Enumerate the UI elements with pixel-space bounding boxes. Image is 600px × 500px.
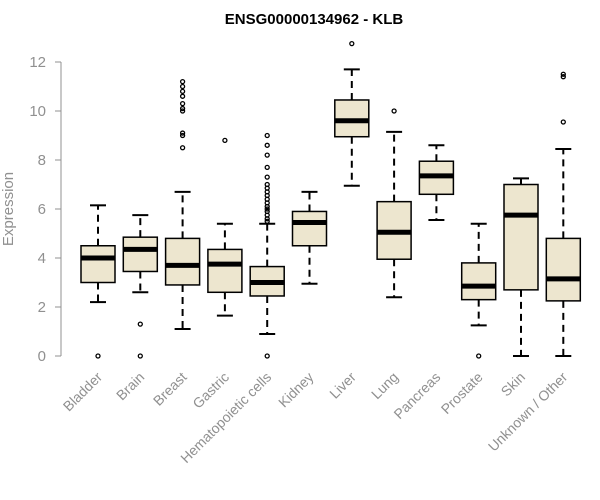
outlier-point <box>264 164 270 171</box>
iqr-box <box>460 262 497 301</box>
iqr-box <box>291 210 328 247</box>
outlier-point <box>560 71 566 77</box>
iqr-box <box>80 245 116 284</box>
y-tick-label: 0 <box>38 348 46 365</box>
outlier-point <box>179 108 186 114</box>
outlier-point <box>264 218 270 224</box>
y-tick-label: 12 <box>29 54 46 71</box>
chart-title: ENSG00000134962 - KLB <box>225 11 404 28</box>
x-category-label: Liver <box>326 369 359 402</box>
outlier-point <box>137 321 143 327</box>
outlier-point <box>476 353 482 359</box>
iqr-box <box>122 236 159 273</box>
box-group <box>418 144 455 222</box>
box-group <box>545 71 582 357</box>
x-category-label: Brain <box>113 369 147 403</box>
outlier-point <box>264 174 270 180</box>
outlier-point <box>264 206 270 212</box>
y-axis: 0 2 4 6 8 10 12 <box>29 54 62 365</box>
outlier-point <box>264 353 270 359</box>
x-category-label: Bladder <box>60 369 106 415</box>
outlier-point <box>179 130 186 136</box>
x-category-label: Skin <box>498 369 529 400</box>
box-group <box>503 177 539 357</box>
y-tick-label: 2 <box>38 299 46 316</box>
outlier-point <box>179 145 186 151</box>
x-category-label: Unknown / Other <box>485 369 571 455</box>
x-category-label: Lung <box>368 369 401 402</box>
outlier-point <box>137 353 143 359</box>
box-group <box>334 40 370 187</box>
outlier-point <box>179 101 186 107</box>
outlier-point <box>179 88 186 95</box>
y-tick-label: 6 <box>38 201 46 218</box>
outlier-point <box>179 93 186 99</box>
plot-area <box>80 40 582 359</box>
y-axis-label: Expression <box>0 172 17 246</box>
iqr-box <box>545 237 582 302</box>
outlier-point <box>264 181 270 188</box>
outlier-point <box>179 78 186 85</box>
box-group <box>460 222 497 359</box>
outlier-point <box>179 105 186 112</box>
outlier-point <box>264 208 270 215</box>
box-group <box>291 190 328 285</box>
x-category-label: Breast <box>150 369 190 409</box>
box-group <box>122 214 159 359</box>
box-group <box>249 132 285 359</box>
x-category-label: Prostate <box>438 369 486 417</box>
outlier-point <box>560 119 566 125</box>
outlier-point <box>391 108 397 114</box>
outlier-point <box>560 74 566 80</box>
iqr-box <box>207 248 243 294</box>
outlier-point <box>349 40 355 47</box>
x-category-label: Pancreas <box>390 369 443 422</box>
outlier-point <box>264 132 270 139</box>
y-tick-label: 8 <box>38 152 46 169</box>
outlier-point <box>179 83 186 90</box>
iqr-box <box>164 237 201 286</box>
box-group <box>376 108 412 299</box>
x-category-label: Kidney <box>275 369 317 411</box>
box-group <box>207 137 243 317</box>
outlier-point <box>179 132 186 139</box>
y-tick-label: 10 <box>29 103 46 120</box>
y-tick-label: 4 <box>38 250 46 267</box>
box-group <box>164 78 201 331</box>
box-group <box>80 204 116 359</box>
outlier-point <box>264 152 270 158</box>
outlier-point <box>222 137 228 144</box>
outlier-point <box>95 353 101 359</box>
outlier-point <box>264 142 270 148</box>
iqr-box <box>503 183 539 291</box>
